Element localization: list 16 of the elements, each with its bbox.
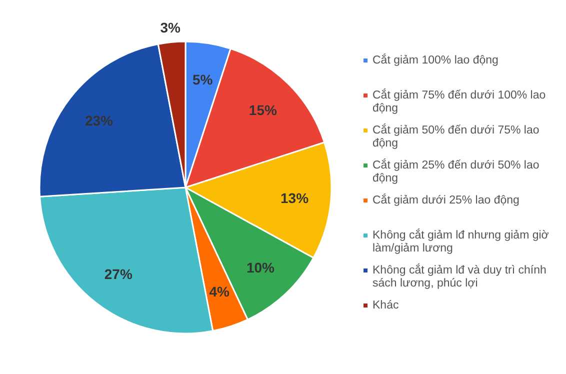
legend-label: Khác [372, 300, 399, 312]
data-label: 10% [246, 259, 276, 276]
data-label: 27% [104, 266, 133, 282]
legend-label: Cắt giảm 50% đến dưới 75% lao động [372, 124, 540, 150]
data-label: 13% [280, 190, 310, 206]
legend-label: Không cắt giảm lđ và duy trì chính sách lương, phúc lợi [372, 264, 546, 290]
legend-label: Cắt giảm dưới 25% lao động [372, 194, 520, 206]
data-label: 4% [209, 284, 230, 300]
data-label: 15% [248, 102, 278, 118]
legend-label: Không cắt giảm lđ nhưng giảm giờ làm/giảm lương [372, 228, 550, 254]
data-label: 23% [84, 112, 114, 128]
legend-label: Cắt giảm 100% lao động [372, 54, 498, 66]
data-label: 5% [192, 71, 214, 88]
data-label: 3% [160, 20, 182, 36]
legend-label: Cắt giảm 75% đến dưới 100% lao động [372, 88, 546, 114]
legend-label: Cắt giảm 25% đến dưới 50% lao động [372, 158, 540, 184]
